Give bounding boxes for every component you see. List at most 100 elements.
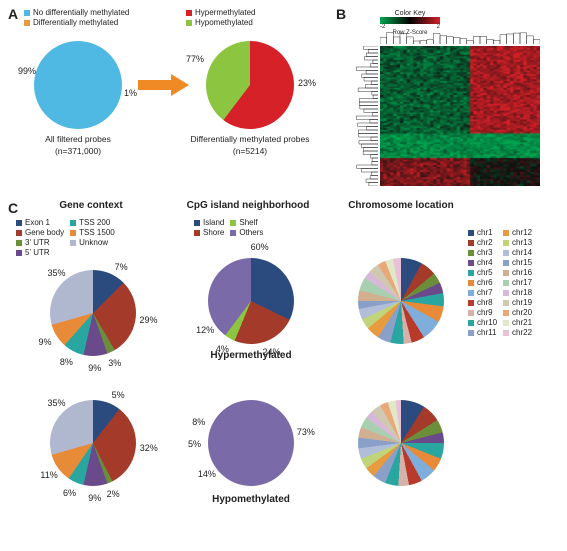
pie-slice-label: 7% [115,262,128,272]
pie-slice-label: 11% [40,470,57,480]
legend-item: chr19 [503,298,532,307]
pie-slice-label: 73% [297,427,315,437]
legend-text: chr3 [477,248,493,257]
legend-a-right: HypermethylatedHypomethylated [186,8,255,28]
legend-text: chr19 [512,298,532,307]
title-chr: Chromosome location [336,200,466,211]
legend-item: chr12 [503,228,532,237]
legend-text: chr11 [477,328,496,337]
legend-swatch [194,230,200,236]
pie-slice-label: 35% [47,268,65,278]
pie-gene-hypo [50,400,136,486]
legend-text: chr13 [512,238,532,247]
panel-b: Color Key -22 Row Z-Score [340,6,560,196]
panel-a: No differentially methylatedDifferential… [6,6,336,176]
pie-slice-label: 8% [60,357,73,367]
legend-item: Exon 1 [16,218,64,227]
legend-item: chr20 [503,308,532,317]
legend-item: chr21 [503,318,532,327]
legend-item: chr15 [503,258,532,267]
legend-text: 5' UTR [25,248,50,257]
pie-slice-label: 8% [192,417,205,427]
pie-chr-hyper [358,258,444,344]
legend-item: chr5 [468,268,497,277]
pie-slice-label: 60% [251,242,269,252]
legend-swatch [70,220,76,226]
legend-swatch [503,330,509,336]
legend-text: Hypomethylated [195,18,253,27]
legend-text: Gene body [25,228,64,237]
pie-slice-label: 14% [198,469,216,479]
legend-item: chr22 [503,328,532,337]
legend-swatch [70,240,76,246]
legend-item: chr3 [468,248,497,257]
legend-swatch [230,230,236,236]
legend-swatch [468,330,474,336]
legend-text: chr9 [477,308,493,317]
legend-item: chr14 [503,248,532,257]
pie-slice-label: 3% [108,358,121,368]
panel-c-label: C [8,200,18,216]
legend-text: chr14 [512,248,532,257]
pie-chr-hypo [358,400,444,486]
legend-item: chr16 [503,268,532,277]
legend-swatch [468,320,474,326]
pie-slice-label: 5% [188,439,201,449]
legend-swatch [186,10,192,16]
pie-cpg-hyper [208,258,294,344]
legend-swatch [503,260,509,266]
pie-slice-label: 29% [140,315,158,325]
legend-text: chr6 [477,278,493,287]
legend-swatch [503,270,509,276]
legend-text: chr12 [512,228,532,237]
legend-swatch [468,250,474,256]
row-title-hypo: Hypomethylated [176,494,326,505]
legend-text: chr4 [477,258,493,267]
legend-text: Shelf [239,218,257,227]
pie-diff-methylated [206,41,294,129]
legend-item: chr13 [503,238,532,247]
legend-swatch [16,250,22,256]
legend-text: Shore [203,228,224,237]
legend-swatch [230,220,236,226]
legend-text: Exon 1 [25,218,50,227]
arrow-icon [136,72,191,98]
heatmap [380,46,540,186]
color-key-title: Color Key [380,10,440,17]
row-title-hyper: Hypermethylated [176,350,326,361]
legend-item: Others [230,228,263,237]
legend-item: 3' UTR [16,238,64,247]
legend-text: 3' UTR [25,238,50,247]
legend-text: chr20 [512,308,532,317]
legend-swatch [503,310,509,316]
legend-item: chr2 [468,238,497,247]
legend-text: Differentially methylated [33,18,118,27]
legend-text: chr17 [512,278,532,287]
legend-text: chr21 [512,318,532,327]
title-cpg: CpG island neighborhood [178,200,318,211]
legend-swatch [468,300,474,306]
pie-gene-hyper [50,270,136,356]
legend-swatch [16,220,22,226]
legend-swatch [503,240,509,246]
legend-item: chr18 [503,288,532,297]
legend-swatch [70,230,76,236]
pie1-title: All filtered probes [34,134,122,144]
pie-slice-label: 6% [63,488,76,498]
legend-text: chr1 [477,228,493,237]
legend-text: Others [239,228,263,237]
pie-slice-label: 9% [38,337,51,347]
legend-cpg: Island Shelf Shore Others [194,218,263,238]
legend-item: Unknow [70,238,115,247]
legend-text: Unknow [79,238,108,247]
pie2-lbl-23: 23% [298,78,316,88]
pie-all-probes [34,41,122,129]
dendrogram-top [380,28,540,44]
legend-swatch [468,230,474,236]
legend-text: TSS 200 [79,218,110,227]
pie-slice-label: 24% [263,347,281,357]
legend-text: chr7 [477,288,493,297]
legend-text: Island [203,218,224,227]
legend-item: TSS 200 [70,218,115,227]
legend-item: Shore [194,228,224,237]
